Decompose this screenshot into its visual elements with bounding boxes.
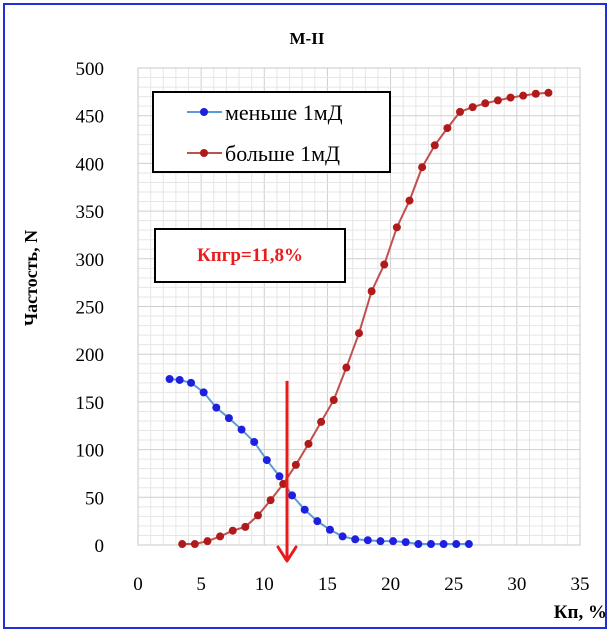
data-point bbox=[430, 141, 439, 150]
data-point bbox=[363, 536, 372, 545]
y-tick-label: 500 bbox=[76, 59, 105, 80]
data-point bbox=[392, 223, 401, 232]
legend-label-more-1md: больше 1мД bbox=[225, 141, 340, 166]
data-point bbox=[426, 540, 435, 549]
data-point bbox=[288, 491, 297, 500]
legend-marker-less-1md bbox=[200, 108, 208, 116]
series-less-1md bbox=[165, 375, 473, 549]
legend-marker-more-1md bbox=[200, 149, 208, 157]
data-point bbox=[329, 395, 338, 404]
data-point bbox=[237, 425, 246, 434]
y-tick-label: 0 bbox=[95, 536, 105, 557]
data-point bbox=[317, 417, 326, 426]
data-point bbox=[376, 537, 385, 546]
data-point bbox=[266, 496, 275, 505]
x-tick-label: 25 bbox=[444, 574, 463, 595]
x-axis-label: Кп, % bbox=[554, 602, 607, 623]
data-point bbox=[456, 107, 465, 116]
data-point bbox=[216, 532, 225, 541]
data-point bbox=[443, 124, 452, 133]
data-point bbox=[389, 537, 398, 546]
data-point bbox=[279, 479, 288, 488]
data-point bbox=[187, 378, 196, 387]
data-point bbox=[338, 532, 347, 541]
y-tick-label: 400 bbox=[76, 154, 105, 175]
data-point bbox=[351, 535, 360, 544]
data-point bbox=[452, 540, 461, 549]
legend: меньше 1мД больше 1мД bbox=[152, 91, 391, 173]
y-tick-label: 50 bbox=[85, 488, 104, 509]
data-point bbox=[544, 88, 553, 97]
data-point bbox=[199, 388, 208, 397]
data-point bbox=[212, 403, 221, 412]
y-tick-label: 350 bbox=[76, 202, 105, 223]
y-tick-label: 200 bbox=[76, 345, 105, 366]
data-point bbox=[531, 89, 540, 98]
data-point bbox=[439, 540, 448, 549]
legend-label-less-1md: меньше 1мД bbox=[225, 100, 343, 125]
y-tick-label: 300 bbox=[76, 250, 105, 271]
x-tick-label: 35 bbox=[571, 574, 590, 595]
data-point bbox=[203, 537, 212, 546]
data-point bbox=[519, 91, 528, 100]
annotation-frame bbox=[154, 228, 346, 283]
data-point bbox=[342, 363, 351, 372]
data-point bbox=[355, 329, 363, 338]
plot-area bbox=[137, 67, 581, 546]
y-axis-ticks: 0 50 100 150 200 250 300 350 400 450 500 bbox=[76, 59, 105, 557]
data-point bbox=[224, 414, 233, 423]
data-point bbox=[304, 439, 313, 448]
data-point bbox=[165, 375, 174, 384]
y-axis-label: Частость, N bbox=[21, 230, 41, 326]
data-point bbox=[178, 540, 187, 549]
annotation-label: Кпгр=11,8% bbox=[197, 245, 303, 266]
data-point bbox=[291, 460, 300, 469]
data-point bbox=[414, 540, 423, 549]
annotation-box: Кпгр=11,8% bbox=[154, 228, 346, 283]
y-tick-label: 150 bbox=[76, 393, 105, 414]
data-point bbox=[481, 99, 490, 108]
data-point bbox=[313, 517, 322, 526]
x-tick-label: 10 bbox=[255, 574, 274, 595]
threshold-arrow bbox=[276, 380, 298, 563]
x-tick-label: 20 bbox=[381, 574, 400, 595]
y-tick-label: 250 bbox=[76, 298, 105, 319]
legend-box bbox=[152, 91, 391, 173]
data-point bbox=[300, 505, 309, 514]
x-tick-label: 30 bbox=[507, 574, 526, 595]
data-point bbox=[175, 375, 184, 384]
data-point bbox=[418, 163, 427, 172]
data-point bbox=[468, 103, 477, 112]
arrow-head bbox=[276, 545, 298, 563]
data-point bbox=[190, 540, 199, 549]
data-point bbox=[228, 526, 237, 535]
data-point bbox=[325, 525, 334, 534]
series-more-1md bbox=[178, 88, 553, 549]
data-point bbox=[405, 196, 414, 205]
chart-title: М-II bbox=[290, 29, 325, 48]
x-tick-label: 0 bbox=[133, 574, 143, 595]
data-point bbox=[367, 287, 376, 296]
data-point bbox=[275, 472, 284, 481]
data-point bbox=[380, 260, 389, 269]
data-point bbox=[241, 522, 250, 531]
data-point bbox=[250, 437, 259, 446]
data-point bbox=[506, 93, 515, 102]
data-point bbox=[464, 540, 473, 549]
data-point bbox=[262, 456, 271, 465]
data-point bbox=[253, 511, 262, 520]
x-axis-ticks: 0 5 10 15 20 25 30 35 bbox=[133, 574, 589, 595]
y-tick-label: 450 bbox=[76, 107, 105, 128]
x-tick-label: 15 bbox=[318, 574, 337, 595]
data-point bbox=[493, 96, 502, 105]
y-tick-label: 100 bbox=[76, 441, 105, 462]
series-layer bbox=[165, 88, 553, 549]
x-tick-label: 5 bbox=[196, 574, 206, 595]
data-point bbox=[401, 538, 410, 547]
